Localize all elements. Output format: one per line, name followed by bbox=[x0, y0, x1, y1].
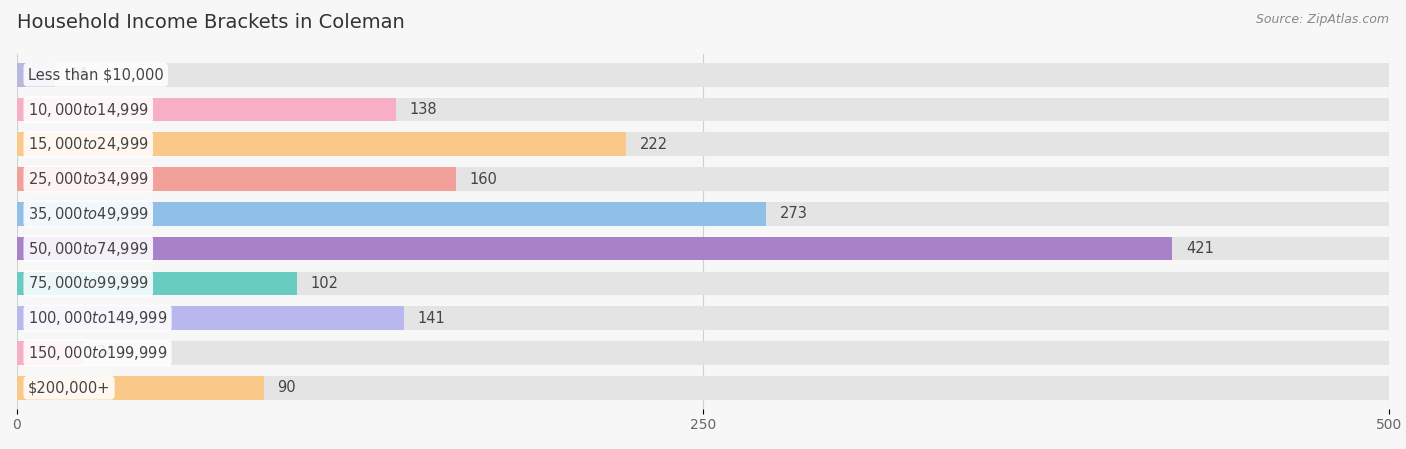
Bar bbox=[17, 376, 264, 400]
Bar bbox=[17, 306, 404, 330]
Text: 421: 421 bbox=[1187, 241, 1213, 256]
Text: $10,000 to $14,999: $10,000 to $14,999 bbox=[28, 101, 149, 119]
Text: Household Income Brackets in Coleman: Household Income Brackets in Coleman bbox=[17, 13, 405, 32]
Text: 273: 273 bbox=[780, 207, 807, 221]
Bar bbox=[17, 98, 395, 121]
Text: $25,000 to $34,999: $25,000 to $34,999 bbox=[28, 170, 149, 188]
Text: $15,000 to $24,999: $15,000 to $24,999 bbox=[28, 135, 149, 153]
Text: 160: 160 bbox=[470, 172, 498, 187]
Text: 24: 24 bbox=[97, 345, 115, 361]
Bar bbox=[17, 63, 55, 87]
Text: 141: 141 bbox=[418, 311, 446, 326]
Text: Less than $10,000: Less than $10,000 bbox=[28, 67, 163, 82]
Text: 138: 138 bbox=[409, 102, 437, 117]
Text: $200,000+: $200,000+ bbox=[28, 380, 110, 395]
Text: 102: 102 bbox=[311, 276, 339, 291]
Text: Source: ZipAtlas.com: Source: ZipAtlas.com bbox=[1256, 13, 1389, 26]
Text: 14: 14 bbox=[69, 67, 87, 82]
Bar bbox=[17, 132, 626, 156]
Bar bbox=[17, 306, 1389, 330]
Bar bbox=[17, 237, 1389, 260]
Bar bbox=[17, 202, 1389, 226]
Bar bbox=[17, 63, 1389, 87]
Text: $150,000 to $199,999: $150,000 to $199,999 bbox=[28, 344, 167, 362]
Bar bbox=[17, 167, 456, 191]
Text: $35,000 to $49,999: $35,000 to $49,999 bbox=[28, 205, 149, 223]
Bar bbox=[17, 272, 297, 295]
Bar bbox=[17, 98, 1389, 121]
Bar bbox=[17, 272, 1389, 295]
Bar bbox=[17, 132, 1389, 156]
Text: $75,000 to $99,999: $75,000 to $99,999 bbox=[28, 274, 149, 292]
Bar bbox=[17, 341, 1389, 365]
Bar bbox=[17, 376, 1389, 400]
Text: $100,000 to $149,999: $100,000 to $149,999 bbox=[28, 309, 167, 327]
Text: $50,000 to $74,999: $50,000 to $74,999 bbox=[28, 240, 149, 258]
Bar bbox=[17, 167, 1389, 191]
Bar bbox=[17, 237, 1173, 260]
Text: 90: 90 bbox=[277, 380, 297, 395]
Bar bbox=[17, 202, 766, 226]
Bar bbox=[17, 341, 83, 365]
Text: 222: 222 bbox=[640, 137, 668, 152]
